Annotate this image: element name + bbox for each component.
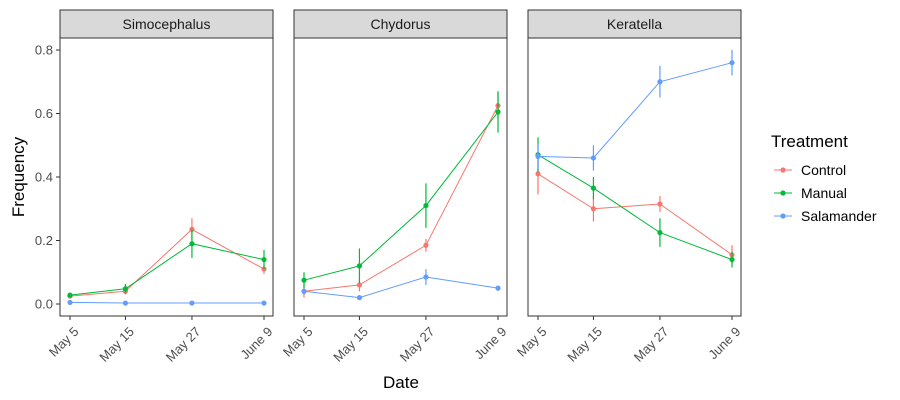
series-line-manual xyxy=(69,243,265,296)
data-point-control xyxy=(590,206,597,212)
x-tick-label: June 9 xyxy=(237,324,275,362)
data-point-control xyxy=(356,282,363,288)
data-point-salamander xyxy=(657,79,663,85)
x-tick-label: May 5 xyxy=(514,324,550,360)
y-axis-title: Frequency xyxy=(9,136,28,217)
panel-border-simocephalus xyxy=(59,37,274,317)
series-line-control xyxy=(537,173,733,256)
y-tick-label: 0.6 xyxy=(35,106,53,121)
data-point-salamander xyxy=(535,153,541,159)
legend-title: Treatment xyxy=(771,132,848,151)
x-tick-label: May 27 xyxy=(631,324,672,365)
x-axis-title: Date xyxy=(383,373,419,392)
data-point-manual xyxy=(67,292,73,298)
series-line-control xyxy=(303,105,499,292)
series-line-control xyxy=(69,228,265,297)
data-point-salamander xyxy=(356,295,363,301)
data-point-salamander xyxy=(729,60,735,66)
data-point-salamander xyxy=(590,155,597,161)
data-point-manual xyxy=(301,277,307,283)
x-tick-label: May 27 xyxy=(163,324,204,365)
x-tick-label: June 9 xyxy=(471,324,509,362)
facet-strip-keratella xyxy=(527,9,742,39)
y-tick-label: 0.2 xyxy=(35,233,53,248)
panel-border-keratella xyxy=(527,37,742,317)
data-point-salamander xyxy=(189,300,195,306)
legend-key-point xyxy=(780,167,786,173)
facet-strip-chydorus xyxy=(293,9,508,39)
legend-key-point xyxy=(780,213,786,219)
data-point-control xyxy=(423,242,429,248)
data-point-manual xyxy=(657,229,663,236)
x-tick-label: May 15 xyxy=(564,324,605,365)
data-point-control xyxy=(189,226,195,232)
data-point-manual xyxy=(261,256,267,263)
data-point-salamander xyxy=(67,299,73,306)
facet-title-chydorus: Chydorus xyxy=(371,16,431,32)
data-point-control xyxy=(535,171,541,177)
series-line-manual xyxy=(537,154,733,261)
data-point-salamander xyxy=(122,300,129,306)
data-point-manual xyxy=(590,185,597,191)
data-point-manual xyxy=(122,286,129,292)
data-point-salamander xyxy=(495,285,501,291)
data-point-control xyxy=(657,201,663,207)
legend-label: Control xyxy=(801,162,846,178)
facet-title-simocephalus: Simocephalus xyxy=(123,16,211,32)
x-tick-label: May 27 xyxy=(397,324,438,365)
data-point-salamander xyxy=(423,274,429,280)
x-tick-label: May 15 xyxy=(330,324,371,365)
series-line-salamander xyxy=(303,276,499,299)
y-tick-label: 0.0 xyxy=(35,297,53,312)
facet-title-keratella: Keratella xyxy=(607,16,662,32)
panel-simocephalus: Simocephalus 0.0 0.2 0.4 0.6 0.8 May 5 May 15 Ma… xyxy=(35,9,276,365)
facet-strip-simocephalus xyxy=(59,9,274,39)
data-point-manual xyxy=(189,241,195,247)
legend-label: Manual xyxy=(801,185,847,201)
x-tick-label: May 15 xyxy=(96,324,137,365)
legend-entry-salamander: Salamander xyxy=(774,208,877,224)
data-point-salamander xyxy=(301,288,307,294)
data-point-manual xyxy=(423,202,429,209)
series-line-salamander xyxy=(69,301,264,304)
legend-key-point xyxy=(780,190,786,196)
x-tick-label: June 9 xyxy=(705,324,743,362)
data-point-salamander xyxy=(261,300,267,306)
legend-label: Salamander xyxy=(801,208,877,224)
legend-entry-manual: Manual xyxy=(774,185,847,201)
data-point-manual xyxy=(729,256,735,263)
series-line-manual xyxy=(303,111,499,281)
series-line-salamander xyxy=(537,62,733,159)
y-tick-label: 0.8 xyxy=(35,43,53,58)
x-tick-label: May 5 xyxy=(280,324,316,360)
x-tick-label: May 5 xyxy=(46,324,82,360)
panel-keratella: Keratella May 5 May 15 May 27 June 9 xyxy=(514,9,744,365)
data-point-manual xyxy=(495,109,501,115)
panel-chydorus: Chydorus May 5 May 15 May 27 June 9 xyxy=(280,9,510,365)
y-tick-label: 0.4 xyxy=(35,170,53,185)
legend-entry-control: Control xyxy=(774,162,846,178)
panel-border-chydorus xyxy=(293,37,508,317)
data-point-manual xyxy=(356,263,363,269)
